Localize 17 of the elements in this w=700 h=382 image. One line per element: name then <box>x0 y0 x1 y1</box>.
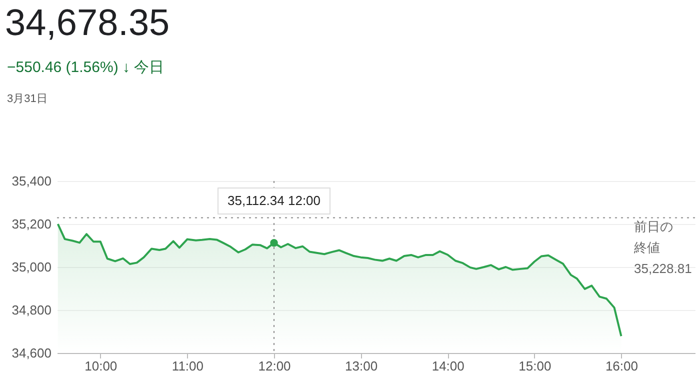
x-tick-label: 15:00 <box>518 358 552 374</box>
y-tick-label: 34,800 <box>12 302 52 318</box>
chart-title: 34,678.35 <box>5 2 170 43</box>
y-tick-label: 35,200 <box>12 216 52 232</box>
y-tick-label: 35,000 <box>12 260 52 274</box>
text: 3月31日 <box>7 93 48 105</box>
y-tick-label: 35,400 <box>12 174 52 188</box>
annotation: 35,112.34 12:00 <box>228 193 321 208</box>
x-tick-label: 16:00 <box>605 358 638 374</box>
x-tick-label: 14:00 <box>432 358 464 374</box>
y-tick-label: 34,600 <box>12 346 52 360</box>
ref-line-label: 前日の終値 35,228.81 <box>633 219 692 276</box>
chart-subtitle: −550.46 (1.56%) ↓ 今日 <box>7 59 164 76</box>
x-tick-label: 11:00 <box>172 358 204 374</box>
x-tick-label: 12:00 <box>258 358 291 374</box>
x-tick-label: 10:00 <box>84 358 118 374</box>
x-tick-label: 13:00 <box>345 358 378 374</box>
